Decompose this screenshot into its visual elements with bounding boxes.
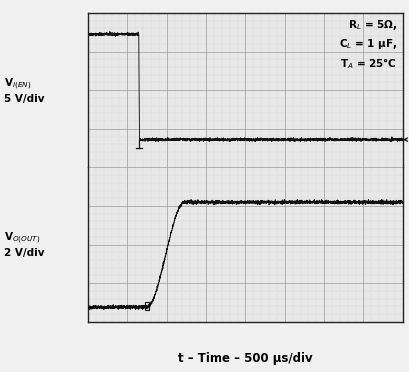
Text: V$_{I(EN)}$
5 V/div: V$_{I(EN)}$ 5 V/div [4,76,45,104]
Text: R$_L$ = 5Ω,
C$_L$ = 1 μF,
T$_A$ = 25°C: R$_L$ = 5Ω, C$_L$ = 1 μF, T$_A$ = 25°C [339,17,397,71]
Text: V$_{O(OUT)}$
2 V/div: V$_{O(OUT)}$ 2 V/div [4,231,45,259]
Bar [145,302,149,310]
Text: t – Time – 500 μs/div: t – Time – 500 μs/div [178,352,313,365]
